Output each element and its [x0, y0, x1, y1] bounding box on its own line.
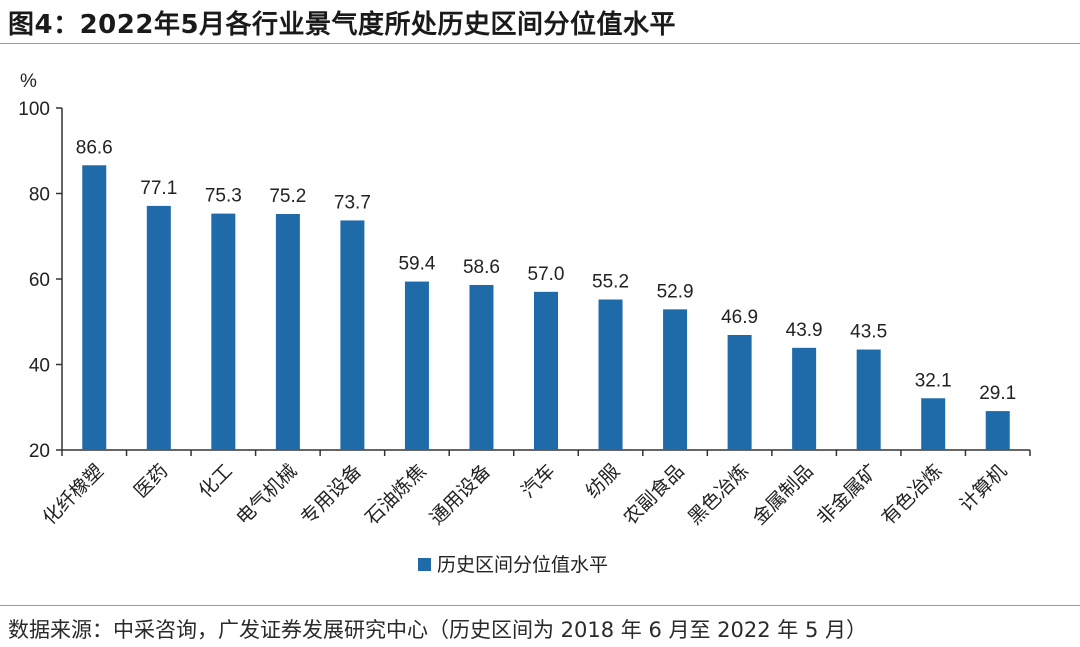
bar [598, 299, 623, 450]
bar-data-label: 52.9 [657, 281, 694, 302]
category-label: 农副食品 [619, 460, 688, 529]
y-tick-label: 100 [18, 99, 50, 120]
bar [340, 220, 365, 450]
category-label: 石油炼焦 [361, 460, 430, 529]
bar-data-label: 58.6 [463, 257, 500, 278]
category-label: 非金属矿 [813, 460, 882, 529]
y-tick-label: 60 [29, 270, 50, 291]
bar [727, 335, 752, 450]
bar-data-label: 75.3 [205, 186, 242, 207]
category-label: 计算机 [955, 460, 1011, 516]
bar [985, 411, 1010, 450]
bar [663, 309, 688, 450]
footer-divider [0, 605, 1080, 606]
bar-data-label: 59.4 [398, 254, 435, 275]
legend-label: 历史区间分位值水平 [437, 554, 608, 576]
bar [211, 213, 236, 450]
category-label: 化纤橡塑 [38, 460, 107, 529]
bar [792, 347, 817, 450]
bar-data-label: 46.9 [721, 307, 758, 328]
bar-data-label: 55.2 [592, 272, 629, 293]
bar [856, 349, 881, 450]
bar [275, 214, 300, 450]
bar-data-label: 43.5 [850, 322, 887, 343]
category-label: 专用设备 [297, 460, 366, 529]
bar-chart: % 20 40 60 80 100 86.6 77.1 75.3 75.2 73.7 59.4 58… [18, 71, 1031, 576]
category-label: 汽车 [517, 460, 559, 502]
category-label: 医药 [130, 460, 172, 502]
bar [534, 291, 558, 450]
category-label: 金属制品 [748, 460, 817, 529]
y-tick-label: 80 [29, 185, 50, 206]
source-note: 数据来源：中采咨询，广发证券发展研究中心（历史区间为 2018 年 6 月至 2… [8, 618, 868, 642]
bar-data-label: 32.1 [915, 370, 952, 391]
bar [82, 165, 107, 450]
category-label: 有色冶炼 [877, 460, 946, 529]
bar-data-label: 75.2 [269, 186, 306, 207]
y-tick-label: 40 [29, 356, 50, 377]
bar [404, 281, 429, 450]
y-axis-unit: % [20, 71, 37, 92]
bar-data-label: 77.1 [140, 178, 177, 199]
category-label: 化工 [194, 460, 236, 502]
y-tick-label: 20 [29, 441, 50, 462]
legend-swatch [418, 558, 431, 571]
legend: 历史区间分位值水平 [418, 554, 608, 576]
bar [921, 398, 946, 450]
category-label: 通用设备 [426, 460, 495, 529]
figure-title: 图4：2022年5月各行业景气度所处历史区间分位值水平 [8, 10, 677, 40]
bar [469, 284, 494, 450]
bar-data-label: 73.7 [334, 192, 371, 213]
category-label: 纺服 [582, 460, 624, 502]
title-divider [0, 43, 1080, 44]
category-label: 黑色冶炼 [684, 460, 753, 529]
category-label: 电气机械 [232, 460, 301, 529]
bar [146, 205, 171, 450]
bar-data-label: 57.0 [528, 264, 565, 285]
bar-data-label: 43.9 [786, 320, 823, 341]
bar-data-label: 29.1 [979, 383, 1016, 404]
bar-data-label: 86.6 [76, 137, 113, 158]
